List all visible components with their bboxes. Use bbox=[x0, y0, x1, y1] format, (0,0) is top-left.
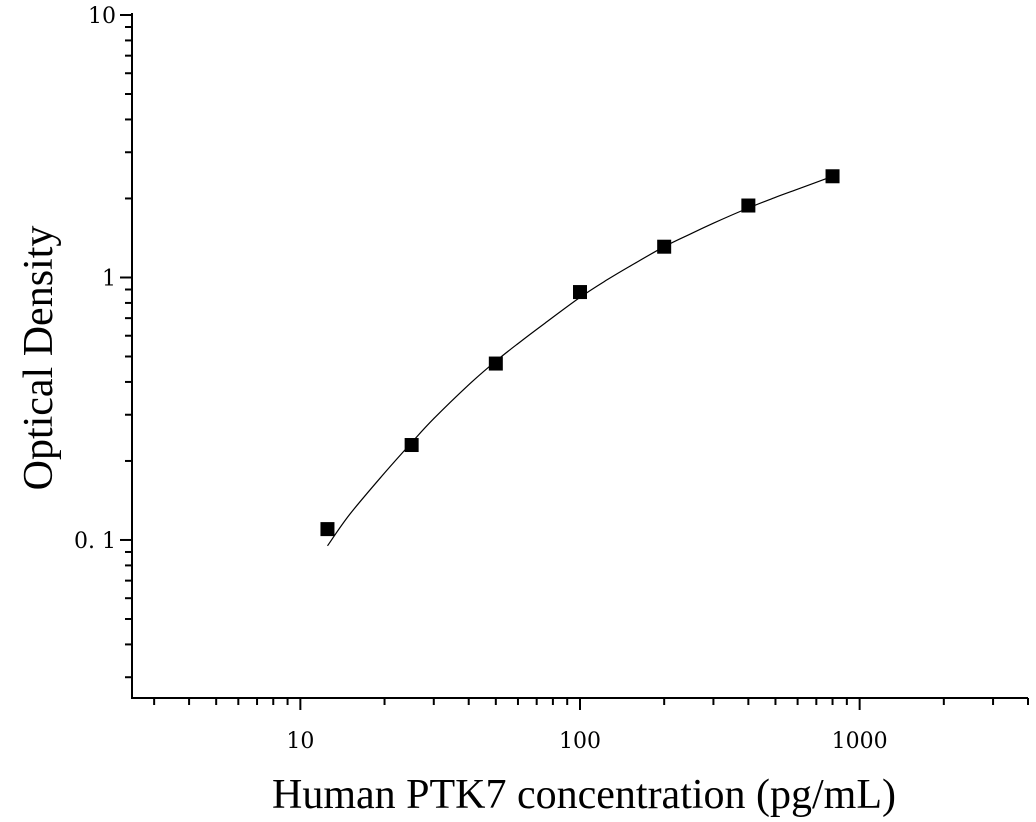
fit-curve bbox=[327, 175, 833, 547]
x-axis-title: Human PTK7 concentration (pg/mL) bbox=[272, 772, 896, 818]
data-point bbox=[488, 356, 503, 371]
axes bbox=[120, 13, 1029, 710]
y-tick-label: 10 bbox=[88, 4, 116, 29]
data-point bbox=[657, 239, 672, 254]
y-tick-label: 0. 1 bbox=[74, 529, 116, 554]
x-tick-label: 10 bbox=[286, 729, 314, 754]
x-tick-label: 100 bbox=[559, 729, 601, 754]
x-tick-label: 1000 bbox=[832, 729, 888, 754]
points-layer bbox=[320, 169, 840, 537]
y-axis-title: Optical Density bbox=[16, 226, 62, 491]
x-tick-labels: 10 100 1000 bbox=[286, 729, 887, 754]
y-tick-labels: 0. 1 1 10 bbox=[74, 4, 116, 554]
data-point bbox=[404, 438, 419, 453]
data-point bbox=[825, 169, 840, 184]
data-point bbox=[741, 198, 756, 213]
y-tick-label: 1 bbox=[102, 266, 116, 291]
data-point bbox=[573, 285, 587, 300]
fit-layer bbox=[327, 175, 833, 547]
data-point bbox=[320, 522, 335, 537]
